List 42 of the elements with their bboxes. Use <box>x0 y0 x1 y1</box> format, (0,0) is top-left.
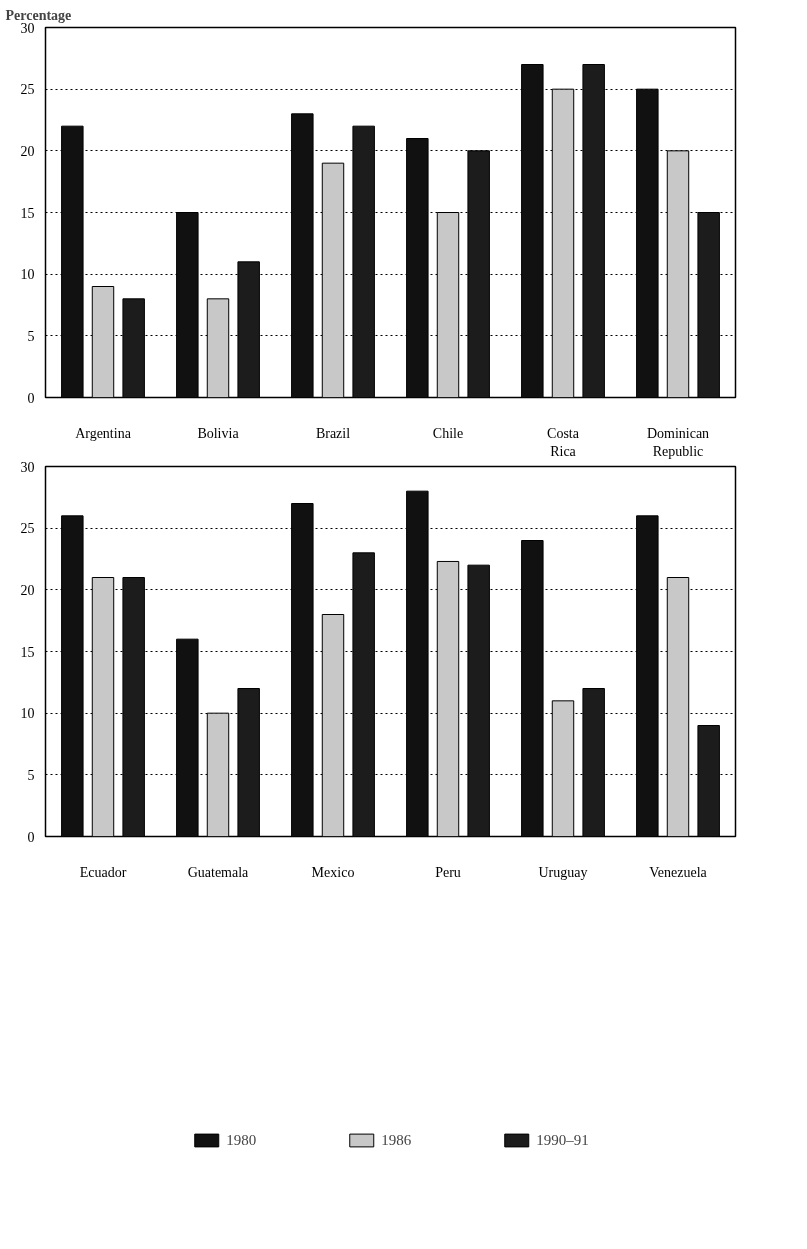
y-tick-label: 0 <box>27 829 35 845</box>
bar <box>176 212 199 398</box>
x-tick-label: Guatemala <box>187 864 250 880</box>
y-tick-label: 5 <box>27 767 35 783</box>
bar <box>61 515 84 837</box>
y-tick-label: 30 <box>20 20 35 36</box>
bar <box>61 125 84 398</box>
legend-label: 1986 <box>381 1131 412 1149</box>
bar <box>291 503 314 837</box>
legend-label: 1990–91 <box>536 1131 589 1149</box>
y-tick-label: 25 <box>20 521 35 537</box>
x-tick-label: Argentina <box>75 425 132 441</box>
y-tick-label: 15 <box>20 205 35 221</box>
x-tick-label: Venezuela <box>649 864 708 880</box>
bar <box>636 515 659 837</box>
y-axis-title: Percentage <box>5 7 72 23</box>
y-tick-label: 5 <box>27 328 35 344</box>
bar <box>291 113 314 398</box>
x-tick-label: Ecuador <box>79 864 127 880</box>
y-tick-label: 20 <box>20 143 35 159</box>
bar <box>521 540 544 837</box>
x-tick-label: Bolivia <box>197 425 240 441</box>
bar <box>406 138 429 398</box>
bar <box>636 88 659 398</box>
y-tick-label: 20 <box>20 582 35 598</box>
y-tick-label: 10 <box>20 706 35 722</box>
bar <box>176 638 199 837</box>
x-tick-label: Chile <box>432 425 464 441</box>
x-tick-label: Mexico <box>311 864 355 880</box>
bar <box>521 64 544 398</box>
x-tick-label: Costa Rica <box>547 425 580 459</box>
legend-label: 1980 <box>226 1131 257 1149</box>
y-tick-label: 0 <box>27 390 35 406</box>
y-tick-label: 10 <box>20 267 35 283</box>
y-tick-label: 15 <box>20 644 35 660</box>
x-tick-label: Brazil <box>315 425 351 441</box>
y-tick-label: 30 <box>20 459 35 475</box>
x-tick-label: Uruguay <box>538 864 588 880</box>
y-tick-label: 25 <box>20 82 35 98</box>
x-tick-label: Dominican Republic <box>646 425 710 459</box>
bar <box>406 490 429 837</box>
x-tick-label: Peru <box>435 864 461 880</box>
